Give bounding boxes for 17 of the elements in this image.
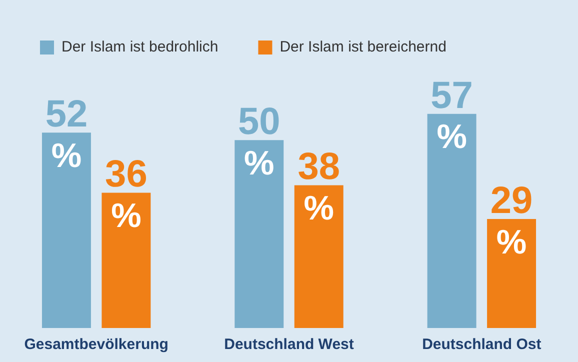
bar [42,132,91,328]
x-tick-label: Deutschland West [224,336,354,354]
bar [234,140,284,328]
data-label: 57 % [430,74,473,156]
bar [294,185,344,328]
data-label: 29 % [490,180,533,262]
x-tick-label: Deutschland Ost [422,336,542,354]
data-label: 52 % [45,94,88,176]
bar [427,114,476,328]
data-label: 36 % [105,154,148,236]
x-tick-label: Gesamtbevölkerung [24,336,168,354]
data-label: 50 % [238,101,280,183]
legend-label: Der Islam ist bereichernd [280,38,446,56]
bar [487,219,536,328]
data-label: 38 % [298,146,340,228]
legend-label: Der Islam ist bedrohlich [62,38,218,56]
bar [102,192,151,328]
